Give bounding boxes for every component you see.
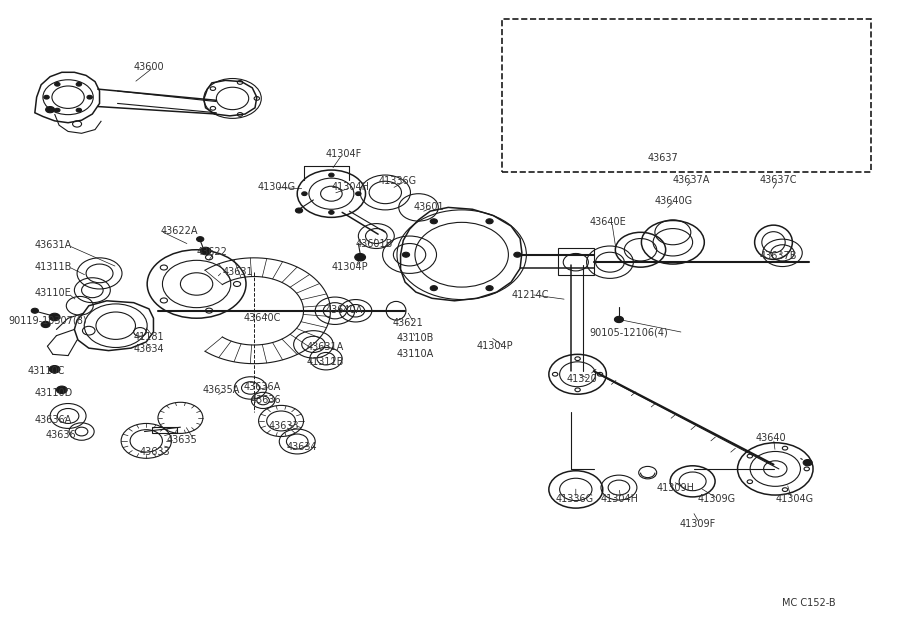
Text: 43640G: 43640G [655,196,693,206]
Text: 43631A: 43631A [306,343,344,353]
Text: 43601B: 43601B [356,238,393,248]
Circle shape [328,173,334,177]
Text: 41336G: 41336G [556,494,594,504]
Text: 43635: 43635 [166,435,198,445]
Text: 41304H: 41304H [601,494,639,504]
Text: 43635A: 43635A [202,385,240,395]
Circle shape [302,192,307,195]
Circle shape [486,286,493,291]
Text: 43640E: 43640E [590,217,626,227]
Circle shape [295,208,302,213]
Text: 41311B: 41311B [306,357,344,367]
Circle shape [57,386,68,394]
Circle shape [76,109,82,112]
Text: 41309G: 41309G [698,494,735,504]
Circle shape [55,82,60,86]
Text: 41311B: 41311B [35,261,72,271]
Text: 43636: 43636 [46,430,76,440]
Text: 41304G: 41304G [257,182,296,192]
Circle shape [46,107,55,113]
Text: 43640C: 43640C [243,313,281,323]
Text: 43110A: 43110A [396,349,433,359]
Circle shape [356,192,361,195]
Text: 43637B: 43637B [760,251,797,261]
Text: 43633: 43633 [268,421,299,431]
Text: 43631A: 43631A [35,240,72,250]
Text: 41304P: 41304P [331,262,368,272]
Text: 41181: 41181 [134,332,165,342]
Circle shape [355,253,365,261]
Text: 41309F: 41309F [680,519,716,529]
Text: 41304P: 41304P [477,341,514,351]
Text: 43640: 43640 [755,434,787,444]
Text: 43110C: 43110C [28,366,65,376]
Circle shape [55,109,60,112]
Text: 43110B: 43110B [396,333,434,343]
Text: 43622A: 43622A [160,226,198,236]
Text: 43637C: 43637C [760,175,797,185]
Text: 43637: 43637 [648,153,679,163]
Text: 90119-10307(8): 90119-10307(8) [8,315,86,325]
Text: 43601: 43601 [414,202,445,212]
Text: 43621: 43621 [392,318,423,328]
Circle shape [328,210,334,214]
Text: 41214C: 41214C [511,290,549,300]
Text: 41336G: 41336G [378,176,416,186]
Text: 43622: 43622 [196,247,228,257]
Text: 41304H: 41304H [331,182,369,192]
Text: 43637A: 43637A [673,175,710,185]
Text: 43640A: 43640A [326,305,364,315]
Circle shape [486,219,493,224]
Circle shape [430,286,437,291]
Text: 41320: 41320 [567,374,598,384]
Bar [152,427,176,434]
Bar [558,248,594,275]
Text: 43636A: 43636A [35,415,72,425]
Circle shape [32,308,39,313]
Circle shape [44,95,50,99]
Text: 41304F: 41304F [326,150,362,160]
Circle shape [87,95,93,99]
Circle shape [41,321,50,328]
Circle shape [76,82,82,86]
Text: 41304G: 41304G [775,494,814,504]
Text: 43636A: 43636A [243,382,281,392]
Circle shape [50,366,60,373]
Text: 41309H: 41309H [657,482,695,492]
Text: 43634: 43634 [286,442,317,452]
Circle shape [514,252,521,257]
Circle shape [196,236,203,241]
Text: 43600: 43600 [134,62,165,72]
Text: 43110E: 43110E [35,288,72,298]
Bar [502,19,870,172]
Text: 90105-12106(4): 90105-12106(4) [590,328,668,338]
Circle shape [803,459,812,466]
Circle shape [200,247,211,255]
Text: 43110D: 43110D [35,388,73,398]
Text: 43636: 43636 [250,396,281,406]
Circle shape [402,252,410,257]
Text: MC C152-B: MC C152-B [782,598,836,608]
Text: 43631: 43631 [222,266,253,276]
Circle shape [430,219,437,224]
Circle shape [50,313,60,321]
Text: 43634: 43634 [134,344,165,354]
Circle shape [615,316,624,323]
Text: 43633: 43633 [140,447,171,457]
